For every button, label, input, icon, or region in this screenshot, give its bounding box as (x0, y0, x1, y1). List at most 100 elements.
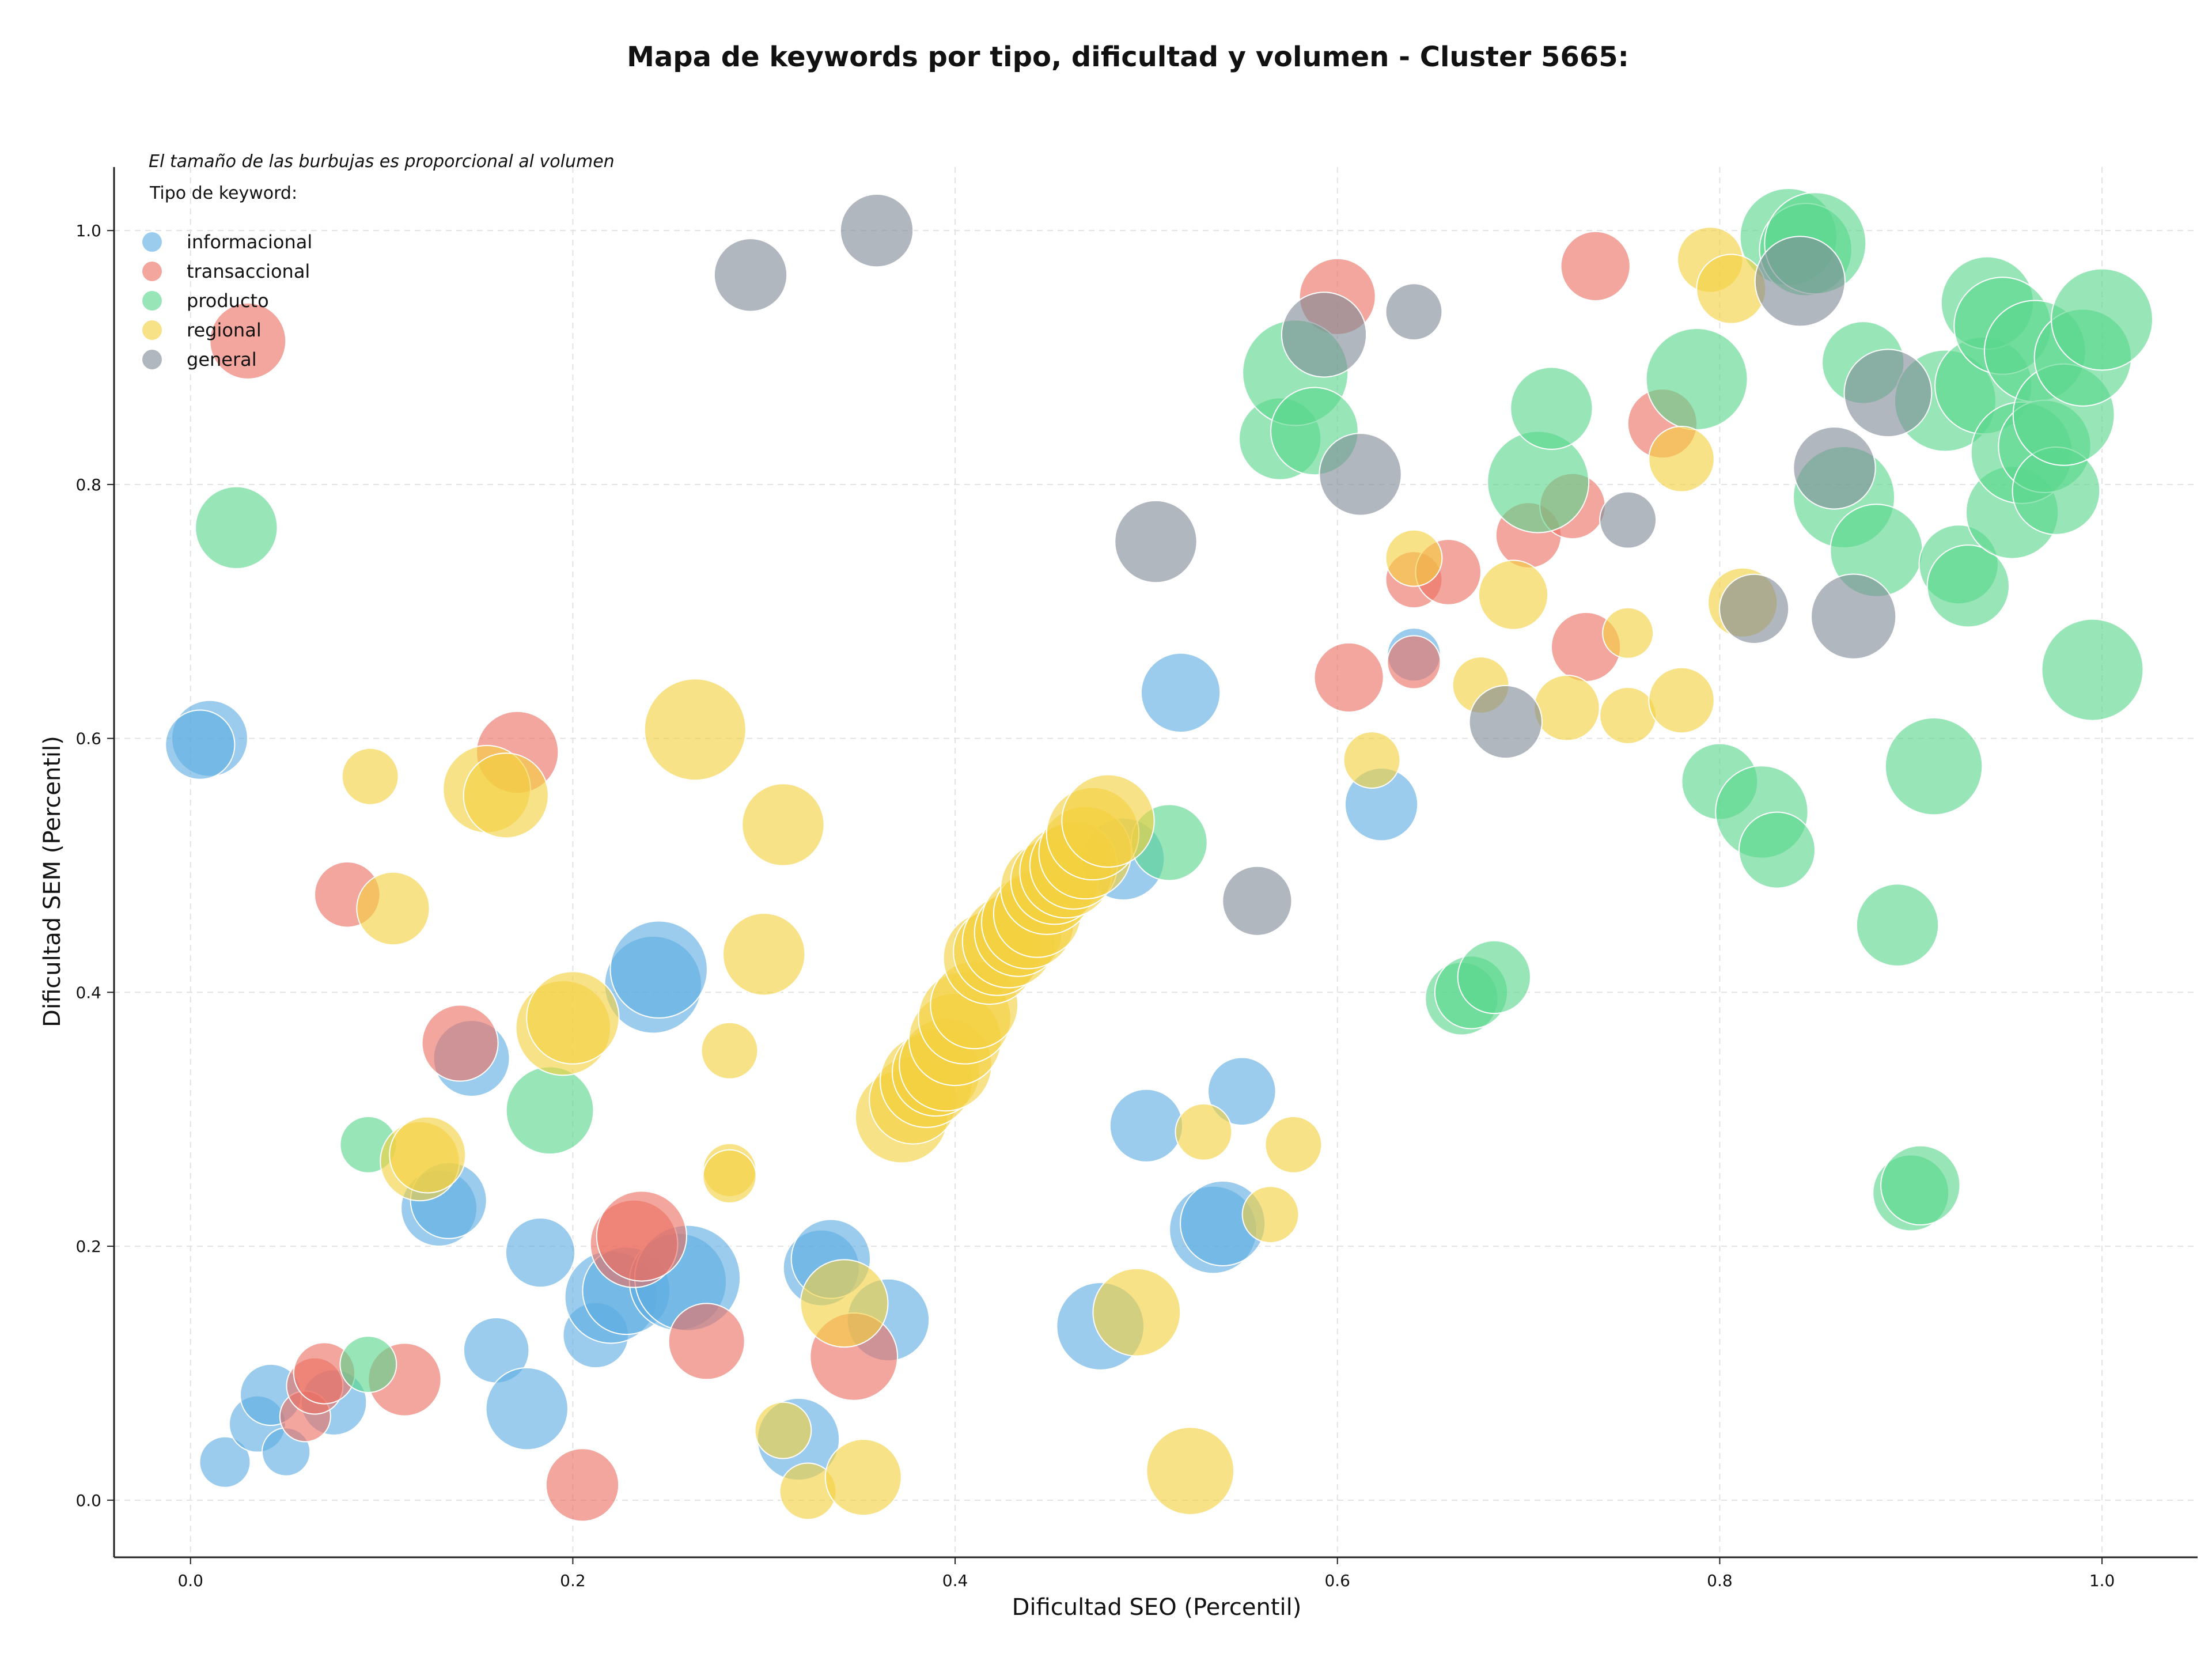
bubble-regional (754, 1401, 812, 1459)
legend-marker-regional (142, 320, 162, 340)
x-tick-label: 0.0 (177, 1571, 203, 1590)
y-tick-label: 0.2 (75, 1237, 101, 1256)
bubble-regional (341, 747, 399, 805)
axes (107, 167, 2198, 1564)
bubble-regional (1146, 1427, 1235, 1516)
bubble-regional (800, 1259, 889, 1348)
bubble-informacional (165, 709, 236, 780)
bubble-informacional (485, 1367, 569, 1451)
bubble-transaccional (545, 1448, 620, 1522)
bubble-transaccional (596, 1190, 687, 1282)
x-axis-label: Dificultad SEO (Percentil) (1012, 1594, 1302, 1621)
bubble-regional (700, 1021, 759, 1080)
y-tick-label: 1.0 (75, 221, 101, 240)
bubble-producto (2051, 268, 2154, 371)
legend-label-transaccional: transaccional (187, 260, 310, 282)
bubbles-layer (165, 187, 2154, 1522)
bubble-general (1468, 684, 1543, 759)
bubble-regional (1092, 1267, 1181, 1357)
y-tick-label: 0.4 (75, 983, 101, 1002)
bubble-general (1599, 491, 1657, 549)
bubble-regional (722, 913, 806, 996)
legend-marker-transaccional (142, 262, 162, 281)
bubble-transaccional (421, 1004, 499, 1082)
bubble-producto (1884, 717, 1983, 816)
x-tick-label: 0.8 (1707, 1571, 1733, 1590)
bubble-producto (1510, 366, 1593, 450)
bubble-producto (195, 486, 278, 570)
bubble-general (1385, 283, 1443, 341)
bubble-regional (824, 1439, 902, 1516)
bubble-general (1754, 236, 1846, 327)
bubble-general (1719, 573, 1790, 644)
x-tick-label: 1.0 (2089, 1571, 2115, 1590)
y-tick-label: 0.6 (75, 729, 101, 748)
legend: Tipo de keyword: informacional transaccio… (142, 183, 312, 370)
bubble-regional (463, 752, 549, 839)
bubble-producto (505, 1066, 594, 1155)
series-transaccional (209, 230, 1698, 1522)
x-tick-label: 0.2 (560, 1571, 586, 1590)
bubble-transaccional (1387, 635, 1441, 690)
bubble-general (1793, 426, 1876, 510)
bubble-regional (356, 871, 430, 946)
series-regional (341, 226, 1778, 1520)
bubble-regional (1648, 426, 1715, 493)
series-producto (195, 187, 2154, 1393)
bubble-informacional (1207, 1057, 1277, 1126)
bubble-informacional (1140, 652, 1221, 733)
bubble-producto (1926, 544, 2010, 628)
bubble-regional (643, 678, 747, 781)
bubble-regional (1648, 667, 1715, 734)
bubble-regional (1241, 1186, 1300, 1243)
bubble-producto (1738, 811, 1816, 889)
bubble-transaccional (1313, 642, 1384, 713)
bubble-regional (1175, 1103, 1233, 1161)
bubble-regional (1061, 774, 1155, 868)
bubble-general (839, 194, 914, 268)
y-axis-label: Dificultad SEM (Percentil) (39, 736, 66, 1027)
bubble-producto (1457, 940, 1532, 1015)
bubble-informacional (1109, 1088, 1184, 1163)
bubble-transaccional (1560, 230, 1631, 301)
bubble-transaccional (668, 1303, 745, 1380)
chart-title: Mapa de keywords por tipo, dificultad y … (627, 41, 1629, 73)
x-tick-label: 0.6 (1324, 1571, 1350, 1590)
bubble-regional (1599, 687, 1657, 744)
y-tick-label: 0.8 (75, 475, 101, 494)
y-tick-label: 0.0 (75, 1491, 101, 1510)
legend-label-informacional: informacional (187, 231, 312, 253)
bubble-general (1810, 573, 1897, 660)
legend-label-regional: regional (187, 319, 262, 341)
tick-labels: 0.0 0.2 0.4 0.6 0.8 1.0 0.0 0.2 0.4 0.6 0.8 1.0 (75, 221, 2115, 1590)
legend-label-producto: producto (187, 290, 269, 312)
bubble-general (713, 238, 788, 312)
bubble-general (1222, 865, 1293, 936)
bubble-regional (1533, 674, 1600, 741)
legend-marker-informacional (142, 232, 162, 252)
bubble-producto (339, 1335, 397, 1393)
bubble-regional (389, 1116, 467, 1194)
series-general (713, 194, 1933, 936)
legend-marker-producto (142, 291, 162, 311)
x-tick-label: 0.4 (942, 1571, 968, 1590)
bubble-general (1114, 500, 1198, 584)
bubble-transaccional (209, 302, 287, 380)
bubble-size-note: El tamaño de las burbujas es proporciona… (149, 152, 615, 172)
bubble-producto (1645, 328, 1748, 431)
bubble-regional (1478, 559, 1549, 630)
bubble-informacional (505, 1217, 576, 1288)
bubble-regional (1264, 1115, 1323, 1174)
bubble-informacional (609, 920, 708, 1019)
bubble-producto (2041, 618, 2144, 721)
bubble-general (1281, 292, 1368, 378)
bubble-general (1319, 433, 1402, 516)
bubble-regional (702, 1149, 757, 1204)
bubble-regional (1602, 607, 1654, 659)
bubble-regional (1385, 529, 1443, 587)
bubble-general (1843, 349, 1933, 438)
bubble-producto (1855, 883, 1940, 967)
legend-title: Tipo de keyword: (149, 183, 297, 203)
bubble-regional (741, 783, 825, 867)
